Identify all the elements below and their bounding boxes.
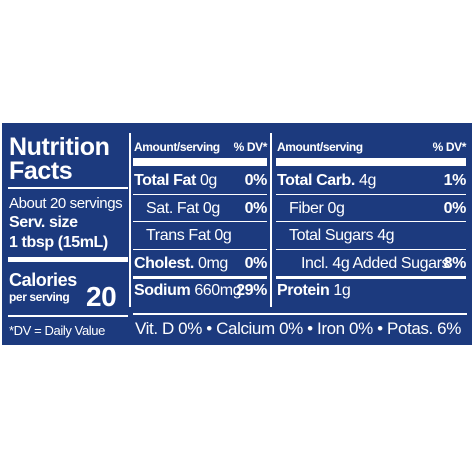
column-header: Amount/serving [277,140,363,154]
calories-sub: per serving [9,290,70,304]
daily-value: 0% [244,172,268,189]
nutrient-name: Total Fat [134,172,196,189]
rule [8,187,128,189]
nutrient-name: Trans Fat [146,227,211,244]
nutrient: Sat. Fat 0g [146,199,220,217]
nutrient-name: Total Carb. [277,172,355,189]
nutrient-amount: 0g [327,199,345,217]
nutrient-amount: 0mg [197,254,228,272]
calories-label: Calories [9,270,77,290]
serving-size-label: Serv. size [9,214,78,231]
serving-size: 1 tbsp (15mL) [9,234,108,251]
nutrient: Incl. 4g Added Sugars [301,254,450,272]
daily-value: 1% [443,172,467,189]
rule [276,193,466,195]
nutrient: Total Fat 0g [134,173,217,189]
rule [133,276,267,279]
column-header: % DV* [233,140,268,154]
rule [276,221,466,222]
nutrient-name: Protein [277,282,330,299]
servings: About 20 servings [9,195,123,212]
rule [8,257,128,262]
nutrient-name: Total Sugars [289,227,374,244]
nutrient-name: Sodium [134,282,191,299]
daily-value: 29% [236,282,267,299]
rule [133,193,267,195]
rule [133,248,267,250]
nutrient-name: Sat. Fat [146,199,199,217]
nutrient-name: Incl. 4g Added Sugars [301,254,450,272]
daily-value: 0% [443,199,467,217]
nutrient-name: Cholest. [134,254,194,272]
nutrient: Total Carb. 4g [277,173,376,189]
nutrient-amount: 0g [202,199,220,217]
nutrient-amount: 660mg [194,282,242,299]
dv-note: *DV = Daily Value [9,323,105,338]
nutrient: Cholest. 0mg [134,254,228,272]
daily-value: 0% [244,254,268,272]
rule [133,221,267,222]
divider [129,133,131,307]
nutrient: Sodium 660mg [134,282,242,299]
rule [276,248,466,250]
rule [133,158,267,166]
nutrient: Trans Fat 0g [146,227,232,244]
column-header: Amount/serving [134,140,220,154]
column-header: % DV* [432,140,467,154]
rule [276,158,466,166]
divider [270,133,272,307]
daily-value: 0% [244,199,268,217]
nutrient: Protein 1g [277,282,351,299]
rule [276,276,466,279]
nutrient-amount: 1g [333,282,351,299]
nutrition-panel: Nutrition Facts About 20 servings Serv. … [2,123,472,345]
nutrient-name: Fiber [289,199,324,217]
rule [8,315,128,317]
nutrient-amount: 0g [214,227,232,244]
nutrient: Fiber 0g [289,199,345,217]
nutrient-amount: 4g [377,227,395,244]
title: Nutrition Facts [9,133,110,185]
nutrient-amount: 0g [199,172,217,189]
vitamins: Vit. D 0% • Calcium 0% • Iron 0% • Potas… [135,319,461,338]
calories-value: 20 [86,281,117,312]
rule [133,313,467,315]
nutrient-amount: 4g [359,172,377,189]
daily-value: 8% [443,254,467,272]
nutrient: Total Sugars 4g [289,227,395,244]
